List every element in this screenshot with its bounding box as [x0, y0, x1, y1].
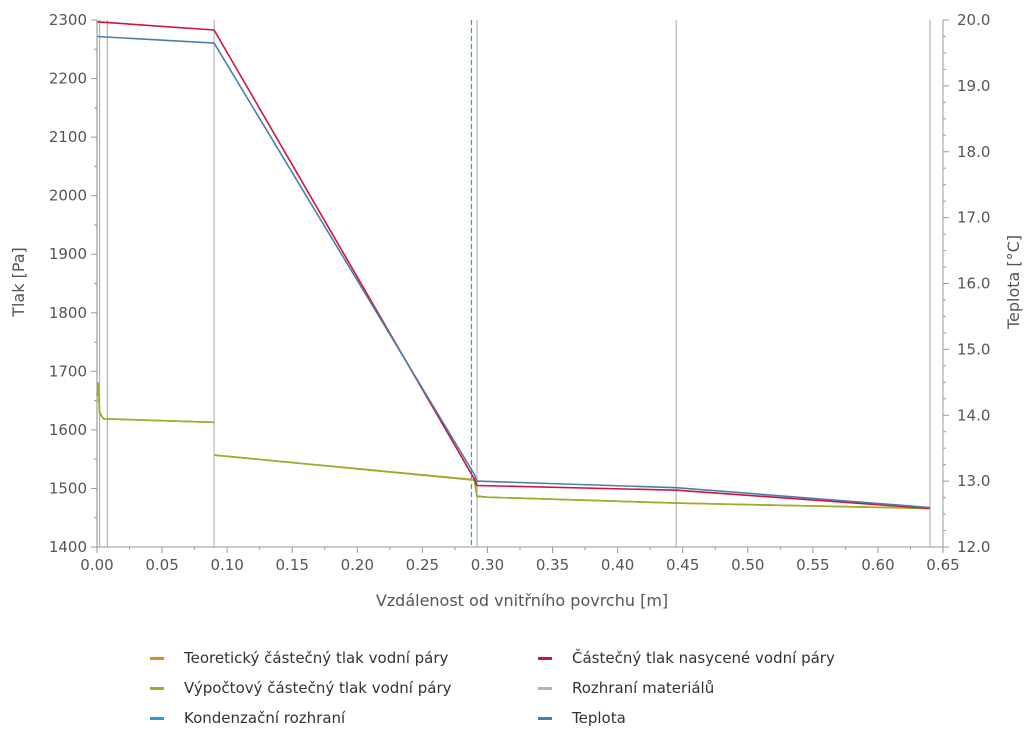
legend-item-kondenzacni: Kondenzační rozhraní	[150, 706, 345, 730]
series-line	[96, 382, 215, 424]
series-line	[96, 35, 931, 509]
x-tick-label: 0.30	[471, 556, 504, 574]
x-tick-label: 0.15	[276, 556, 309, 574]
legend-label: Kondenzační rozhraní	[184, 709, 346, 727]
y2-tick-label: 17.0	[957, 209, 990, 227]
legend-item-nasycene: Částečný tlak nasycené vodní páry	[538, 646, 835, 670]
y-tick-label: 1800	[49, 304, 87, 322]
x-tick-label: 0.05	[145, 556, 178, 574]
x-tick-label: 0.60	[861, 556, 894, 574]
y-tick-label: 1500	[49, 479, 87, 497]
series-line	[214, 454, 475, 481]
legend-swatch-icon	[150, 656, 164, 660]
y2-tick-label: 15.0	[957, 340, 990, 358]
series-line	[96, 385, 215, 424]
x-axis-label: Vzdálenost od vnitřního povrchu [m]	[376, 591, 668, 610]
axes-layer: 0.00 0.05 0.10 0.15 0.20 0.25 0.30 0.35 0.40 0.45…	[49, 11, 991, 574]
x-tick-label: 0.20	[341, 556, 374, 574]
y2-axis-label: Teplota [°C]	[1004, 235, 1023, 330]
legend-item-rozhrani: Rozhraní materiálů	[538, 676, 714, 700]
legend-label: Částečný tlak nasycené vodní páry	[572, 649, 835, 667]
x-tick-label: 0.00	[80, 556, 113, 574]
legend-item-teplota: Teplota	[538, 706, 626, 730]
y2-tick-label: 12.0	[957, 538, 990, 556]
y-tick-label: 2300	[49, 11, 87, 29]
y-tick-label: 2100	[49, 128, 87, 146]
x-tick-label: 0.10	[210, 556, 243, 574]
y-tick-label: 1600	[49, 421, 87, 439]
legend-swatch-icon	[150, 716, 164, 720]
x-tick-label: 0.50	[731, 556, 764, 574]
chart-svg: 0.00 0.05 0.10 0.15 0.20 0.25 0.30 0.35 0.40 0.45…	[9, 11, 1023, 610]
legend-label: Výpočtový částečný tlak vodní páry	[184, 679, 452, 697]
y2-tick-label: 20.0	[957, 11, 990, 29]
x-tick-label: 0.55	[796, 556, 829, 574]
y-tick-label: 2000	[49, 187, 87, 205]
y-tick-label: 1700	[49, 362, 87, 380]
legend: Teoretický částečný tlak vodní páry Výpo…	[150, 646, 950, 730]
legend-label: Rozhraní materiálů	[572, 679, 715, 697]
legend-swatch-icon	[150, 686, 164, 690]
y2-tick-label: 19.0	[957, 77, 990, 95]
y-tick-label: 1900	[49, 245, 87, 263]
x-tick-label: 0.45	[666, 556, 699, 574]
legend-swatch-icon	[538, 686, 552, 690]
series-layer	[96, 21, 931, 510]
y-tick-label: 1400	[49, 538, 87, 556]
chart-area: 0.00 0.05 0.10 0.15 0.20 0.25 0.30 0.35 0.40 0.45…	[9, 11, 1023, 610]
legend-swatch-icon	[538, 716, 552, 720]
x-tick-label: 0.65	[926, 556, 959, 574]
x-tick-label: 0.35	[536, 556, 569, 574]
interfaces-layer	[96, 20, 931, 547]
legend-swatch-icon	[538, 656, 552, 660]
y2-tick-label: 16.0	[957, 275, 990, 293]
y2-tick-label: 14.0	[957, 406, 990, 424]
legend-item-teoreticky: Teoretický částečný tlak vodní páry	[150, 646, 448, 670]
y-axis-label: Tlak [Pa]	[9, 247, 28, 318]
series-line	[96, 21, 931, 510]
y-tick-label: 2200	[49, 70, 87, 88]
y2-tick-label: 18.0	[957, 143, 990, 161]
legend-label: Teplota	[572, 709, 626, 727]
legend-item-vypoctovy: Výpočtový částečný tlak vodní páry	[150, 676, 452, 700]
legend-label: Teoretický částečný tlak vodní páry	[184, 649, 449, 667]
x-tick-label: 0.40	[601, 556, 634, 574]
y2-tick-label: 13.0	[957, 472, 990, 490]
series-line	[473, 480, 931, 510]
x-tick-label: 0.25	[406, 556, 439, 574]
